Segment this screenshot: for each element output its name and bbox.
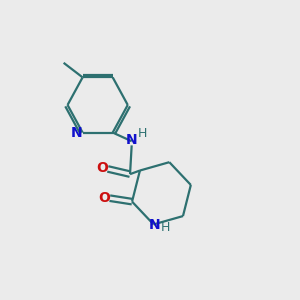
Text: N: N [148,218,160,233]
Text: O: O [98,191,110,205]
Text: H: H [160,221,170,234]
Text: O: O [96,161,108,175]
Text: H: H [137,127,147,140]
Text: N: N [71,126,82,140]
Text: N: N [126,133,137,147]
